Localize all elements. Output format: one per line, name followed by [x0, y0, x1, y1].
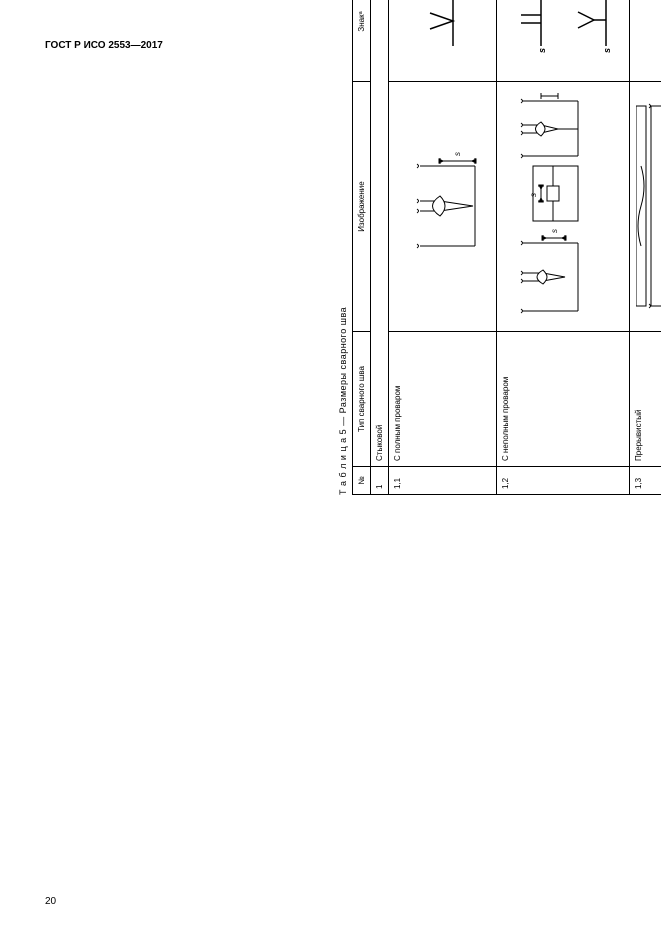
y-weld-symbol-icon: s: [568, 0, 618, 57]
cell-sign: [389, 0, 497, 82]
table-caption: Т а б л и ц а 5 — Размеры сварного шва: [338, 0, 348, 495]
th-type: Тип сварного шва: [353, 332, 371, 467]
svg-text:s: s: [529, 194, 538, 198]
weld-partial-penetration-diagram: s s: [503, 92, 623, 322]
group-row: 1 Стыковой: [371, 0, 389, 495]
th-sign: Знакᵃ: [353, 0, 371, 82]
cell-image: s s: [497, 82, 630, 332]
cell-num: 1,1: [389, 467, 497, 495]
rotated-content: Т а б л и ц а 5 — Размеры сварного шва №…: [338, 0, 661, 495]
table-row: 1,3 Прерывистый: [630, 0, 661, 495]
weld-table: № Тип сварного шва Изображение Знакᵃ При…: [352, 0, 661, 495]
caption-text: Размеры сварного шва: [338, 307, 348, 414]
th-image: Изображение: [353, 82, 371, 332]
table-row: 1,2 С неполным проваром: [497, 0, 630, 495]
table-header-row: № Тип сварного шва Изображение Знакᵃ При…: [353, 0, 371, 495]
table-row: 1,1 С полным проваром: [389, 0, 497, 495]
th-num: №: [353, 467, 371, 495]
cell-sign: n × l(e): [630, 0, 661, 82]
v-weld-symbol-icon: [418, 0, 468, 52]
cell-sign: s s: [497, 0, 630, 82]
square-weld-symbol-icon: s: [509, 0, 554, 57]
cell-image: l (e) l (e) l: [630, 82, 661, 332]
group-label: Стыковой: [371, 0, 389, 467]
cell-type: С неполным проваром: [497, 332, 630, 467]
weld-full-penetration-diagram: s: [395, 152, 490, 262]
dim-label: s: [453, 153, 462, 157]
cell-type: С полным проваром: [389, 332, 497, 467]
group-num: 1: [371, 467, 389, 495]
svg-text:s: s: [602, 48, 612, 53]
cell-image: s: [389, 82, 497, 332]
svg-text:s: s: [537, 48, 547, 53]
caption-prefix: Т а б л и ц а 5 —: [338, 413, 348, 495]
page: ГОСТ Р ИСО 2553—2017 20 Т а б л и ц а 5 …: [0, 0, 661, 935]
page-number: 20: [45, 896, 56, 907]
cell-type: Прерывистый: [630, 332, 661, 467]
svg-text:s: s: [550, 230, 559, 234]
cell-num: 1,3: [630, 467, 661, 495]
cell-num: 1,2: [497, 467, 630, 495]
intermittent-weld-diagram: l (e) l (e) l: [636, 92, 661, 322]
